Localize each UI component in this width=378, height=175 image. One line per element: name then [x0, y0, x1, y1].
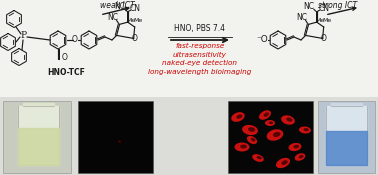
Ellipse shape — [259, 110, 271, 120]
Ellipse shape — [273, 132, 280, 137]
Ellipse shape — [299, 127, 311, 134]
Bar — [318, 101, 375, 173]
Ellipse shape — [281, 160, 288, 165]
Text: P: P — [21, 32, 27, 40]
Ellipse shape — [276, 158, 290, 168]
Ellipse shape — [281, 115, 295, 125]
Text: Me: Me — [126, 18, 135, 23]
Ellipse shape — [266, 129, 284, 141]
Ellipse shape — [236, 114, 242, 119]
Ellipse shape — [299, 155, 304, 158]
Text: CN: CN — [129, 4, 140, 13]
Ellipse shape — [263, 113, 269, 117]
Ellipse shape — [269, 121, 273, 124]
Text: O: O — [321, 34, 327, 43]
Text: weak ICT: weak ICT — [100, 2, 135, 10]
Ellipse shape — [252, 154, 264, 162]
Bar — [3, 101, 71, 173]
Text: ultrasensitivity: ultrasensitivity — [173, 51, 227, 58]
Ellipse shape — [265, 120, 275, 126]
Polygon shape — [326, 131, 367, 165]
Text: fast-response: fast-response — [175, 43, 225, 49]
Ellipse shape — [240, 145, 247, 149]
Text: Me: Me — [322, 18, 331, 23]
Text: naked-eye detection: naked-eye detection — [163, 60, 237, 66]
Polygon shape — [326, 106, 367, 165]
Text: CN: CN — [318, 4, 329, 13]
Text: Me: Me — [315, 18, 324, 23]
Polygon shape — [18, 106, 59, 165]
Ellipse shape — [293, 145, 299, 148]
Text: Me: Me — [133, 18, 142, 23]
Text: strong ICT: strong ICT — [318, 2, 357, 10]
Text: O: O — [62, 54, 67, 62]
Ellipse shape — [304, 128, 309, 131]
Bar — [78, 101, 153, 173]
Ellipse shape — [257, 156, 262, 159]
Text: NC: NC — [303, 2, 314, 11]
Text: O: O — [132, 34, 138, 43]
Bar — [0, 97, 378, 175]
Ellipse shape — [288, 143, 301, 151]
Ellipse shape — [251, 138, 256, 142]
Ellipse shape — [295, 153, 305, 161]
Text: ⁻O: ⁻O — [256, 34, 268, 44]
Ellipse shape — [248, 127, 255, 132]
Polygon shape — [18, 128, 59, 165]
Ellipse shape — [247, 136, 257, 144]
Ellipse shape — [234, 142, 249, 152]
Text: NC: NC — [107, 13, 118, 22]
Bar — [0, 0, 378, 97]
Ellipse shape — [231, 112, 245, 122]
Text: HNO-TCF: HNO-TCF — [47, 68, 85, 77]
Polygon shape — [331, 103, 362, 106]
Text: HNO, PBS 7.4: HNO, PBS 7.4 — [175, 24, 226, 33]
Text: O: O — [72, 34, 78, 44]
Text: NC: NC — [114, 2, 125, 11]
Text: NC: NC — [296, 13, 307, 22]
Ellipse shape — [286, 117, 293, 122]
Polygon shape — [23, 103, 54, 106]
Ellipse shape — [242, 125, 258, 135]
Bar — [228, 101, 313, 173]
Text: long-wavelength bioimaging: long-wavelength bioimaging — [148, 68, 252, 75]
